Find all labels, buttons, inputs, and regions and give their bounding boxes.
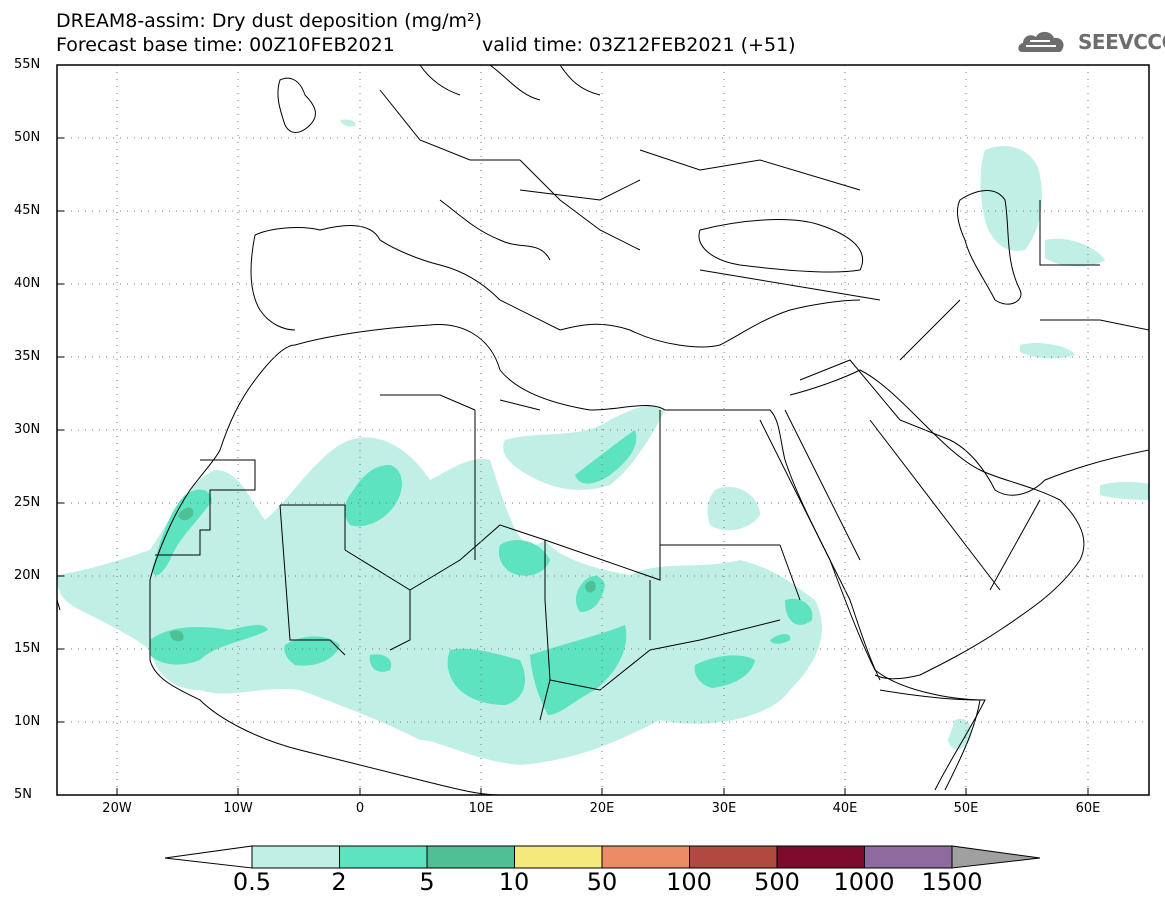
lon-label: 10E xyxy=(468,801,494,816)
deposition-area-light-uk xyxy=(340,119,356,127)
deposition-shading xyxy=(57,119,1149,765)
deposition-area-medium-libya xyxy=(575,430,637,484)
lat-label: 50N xyxy=(14,130,41,145)
arabian-coastline xyxy=(789,369,1085,680)
lon-label: 30E xyxy=(711,801,737,816)
axis-ticks xyxy=(57,64,1089,796)
lat-label: 20N xyxy=(14,568,41,583)
graticule xyxy=(57,65,1149,795)
colorbar-swatch xyxy=(514,845,603,869)
deposition-area-light-caucasus xyxy=(1045,238,1105,267)
deposition-area-medium-sudan-east xyxy=(694,655,755,688)
colorbar-under-triangle xyxy=(164,845,253,869)
lat-label: 5N xyxy=(14,787,32,802)
deposition-area-medium-nigeria xyxy=(447,648,525,705)
deposition-area-medium-algeria xyxy=(344,465,402,527)
colorbar-swatch xyxy=(426,845,515,869)
deposition-area-light-sahel xyxy=(57,437,822,765)
deposition-area-medium-sudan-west xyxy=(530,625,627,715)
deposition-area-dark-sahara xyxy=(178,507,194,521)
map-title: DREAM8-assim: Dry dust deposition (mg/m²… xyxy=(56,10,483,32)
cloud-icon xyxy=(1018,31,1064,52)
colorbar-label: 1500 xyxy=(921,868,983,896)
lat-label: 10N xyxy=(14,714,41,729)
colorbar-label: 0.5 xyxy=(232,868,272,896)
colorbar-swatch xyxy=(339,845,428,869)
deposition-area-medium-chad xyxy=(498,540,550,576)
colorbar xyxy=(164,845,1041,869)
lon-label: 60E xyxy=(1075,801,1101,816)
coastlines-borders xyxy=(57,65,1149,795)
colorbar-label: 50 xyxy=(586,868,618,896)
deposition-area-dark-chad xyxy=(585,580,596,593)
deposition-area-medium-mauritania xyxy=(152,489,212,576)
deposition-area-dark-senegal xyxy=(170,630,184,642)
deposition-area-light-iran xyxy=(1020,343,1075,359)
colorbar-swatch xyxy=(601,845,690,869)
colorbar-swatch xyxy=(864,845,953,869)
colorbar-label: 100 xyxy=(666,868,712,896)
colorbar-label: 2 xyxy=(331,868,347,896)
logo-text: SEEVCCC xyxy=(1078,30,1165,54)
lat-label: 15N xyxy=(14,641,41,656)
deposition-area-light-gulf xyxy=(1100,481,1149,500)
caspian-coastline xyxy=(957,190,1022,305)
lon-label: 20W xyxy=(102,801,132,816)
lat-label: 45N xyxy=(14,203,41,218)
colorbar-label: 1000 xyxy=(833,868,895,896)
colorbar-label: 10 xyxy=(498,868,530,896)
horn-of-africa-coastline xyxy=(879,689,981,791)
lat-label: 55N xyxy=(14,57,41,72)
valid-time: valid time: 03Z12FEB2021 (+51) xyxy=(482,34,796,56)
uk-coastline xyxy=(277,77,316,133)
colorbar-over-triangle xyxy=(951,845,1041,869)
colorbar-swatch xyxy=(776,845,865,869)
black-sea-coastline xyxy=(698,219,863,273)
lat-label: 40N xyxy=(14,276,41,291)
deposition-area-light-libya xyxy=(503,405,665,490)
lat-label: 35N xyxy=(14,349,41,364)
forecast-base-time: Forecast base time: 00Z10FEB2021 xyxy=(56,34,395,56)
red-sea-coastline xyxy=(759,409,881,681)
lon-label: 50E xyxy=(953,801,979,816)
lon-label: 40E xyxy=(832,801,858,816)
deposition-area-medium-chad-north xyxy=(575,575,605,612)
colorbar-swatch xyxy=(689,845,778,869)
deposition-area-medium-mali xyxy=(284,636,340,666)
deposition-area-medium-ethiopia xyxy=(770,634,791,644)
deposition-area-light-horn xyxy=(948,718,972,750)
deposition-area-medium-eritrea xyxy=(785,598,813,625)
colorbar-label: 5 xyxy=(419,868,435,896)
deposition-area-medium-niger xyxy=(369,654,392,672)
deposition-area-light-egypt xyxy=(707,486,760,531)
lat-label: 30N xyxy=(14,422,41,437)
country-borders xyxy=(155,89,1149,721)
lon-label: 0 xyxy=(355,801,365,816)
europe-coastline xyxy=(250,199,861,348)
persian-gulf-coastline xyxy=(949,439,1149,496)
deposition-area-light-caspian xyxy=(980,146,1042,251)
lat-label: 25N xyxy=(14,495,41,510)
lon-label: 10W xyxy=(223,801,253,816)
colorbar-swatch xyxy=(251,845,340,869)
lon-label: 20E xyxy=(589,801,615,816)
colorbar-label: 500 xyxy=(754,868,800,896)
scandinavia-coastline xyxy=(419,65,601,101)
